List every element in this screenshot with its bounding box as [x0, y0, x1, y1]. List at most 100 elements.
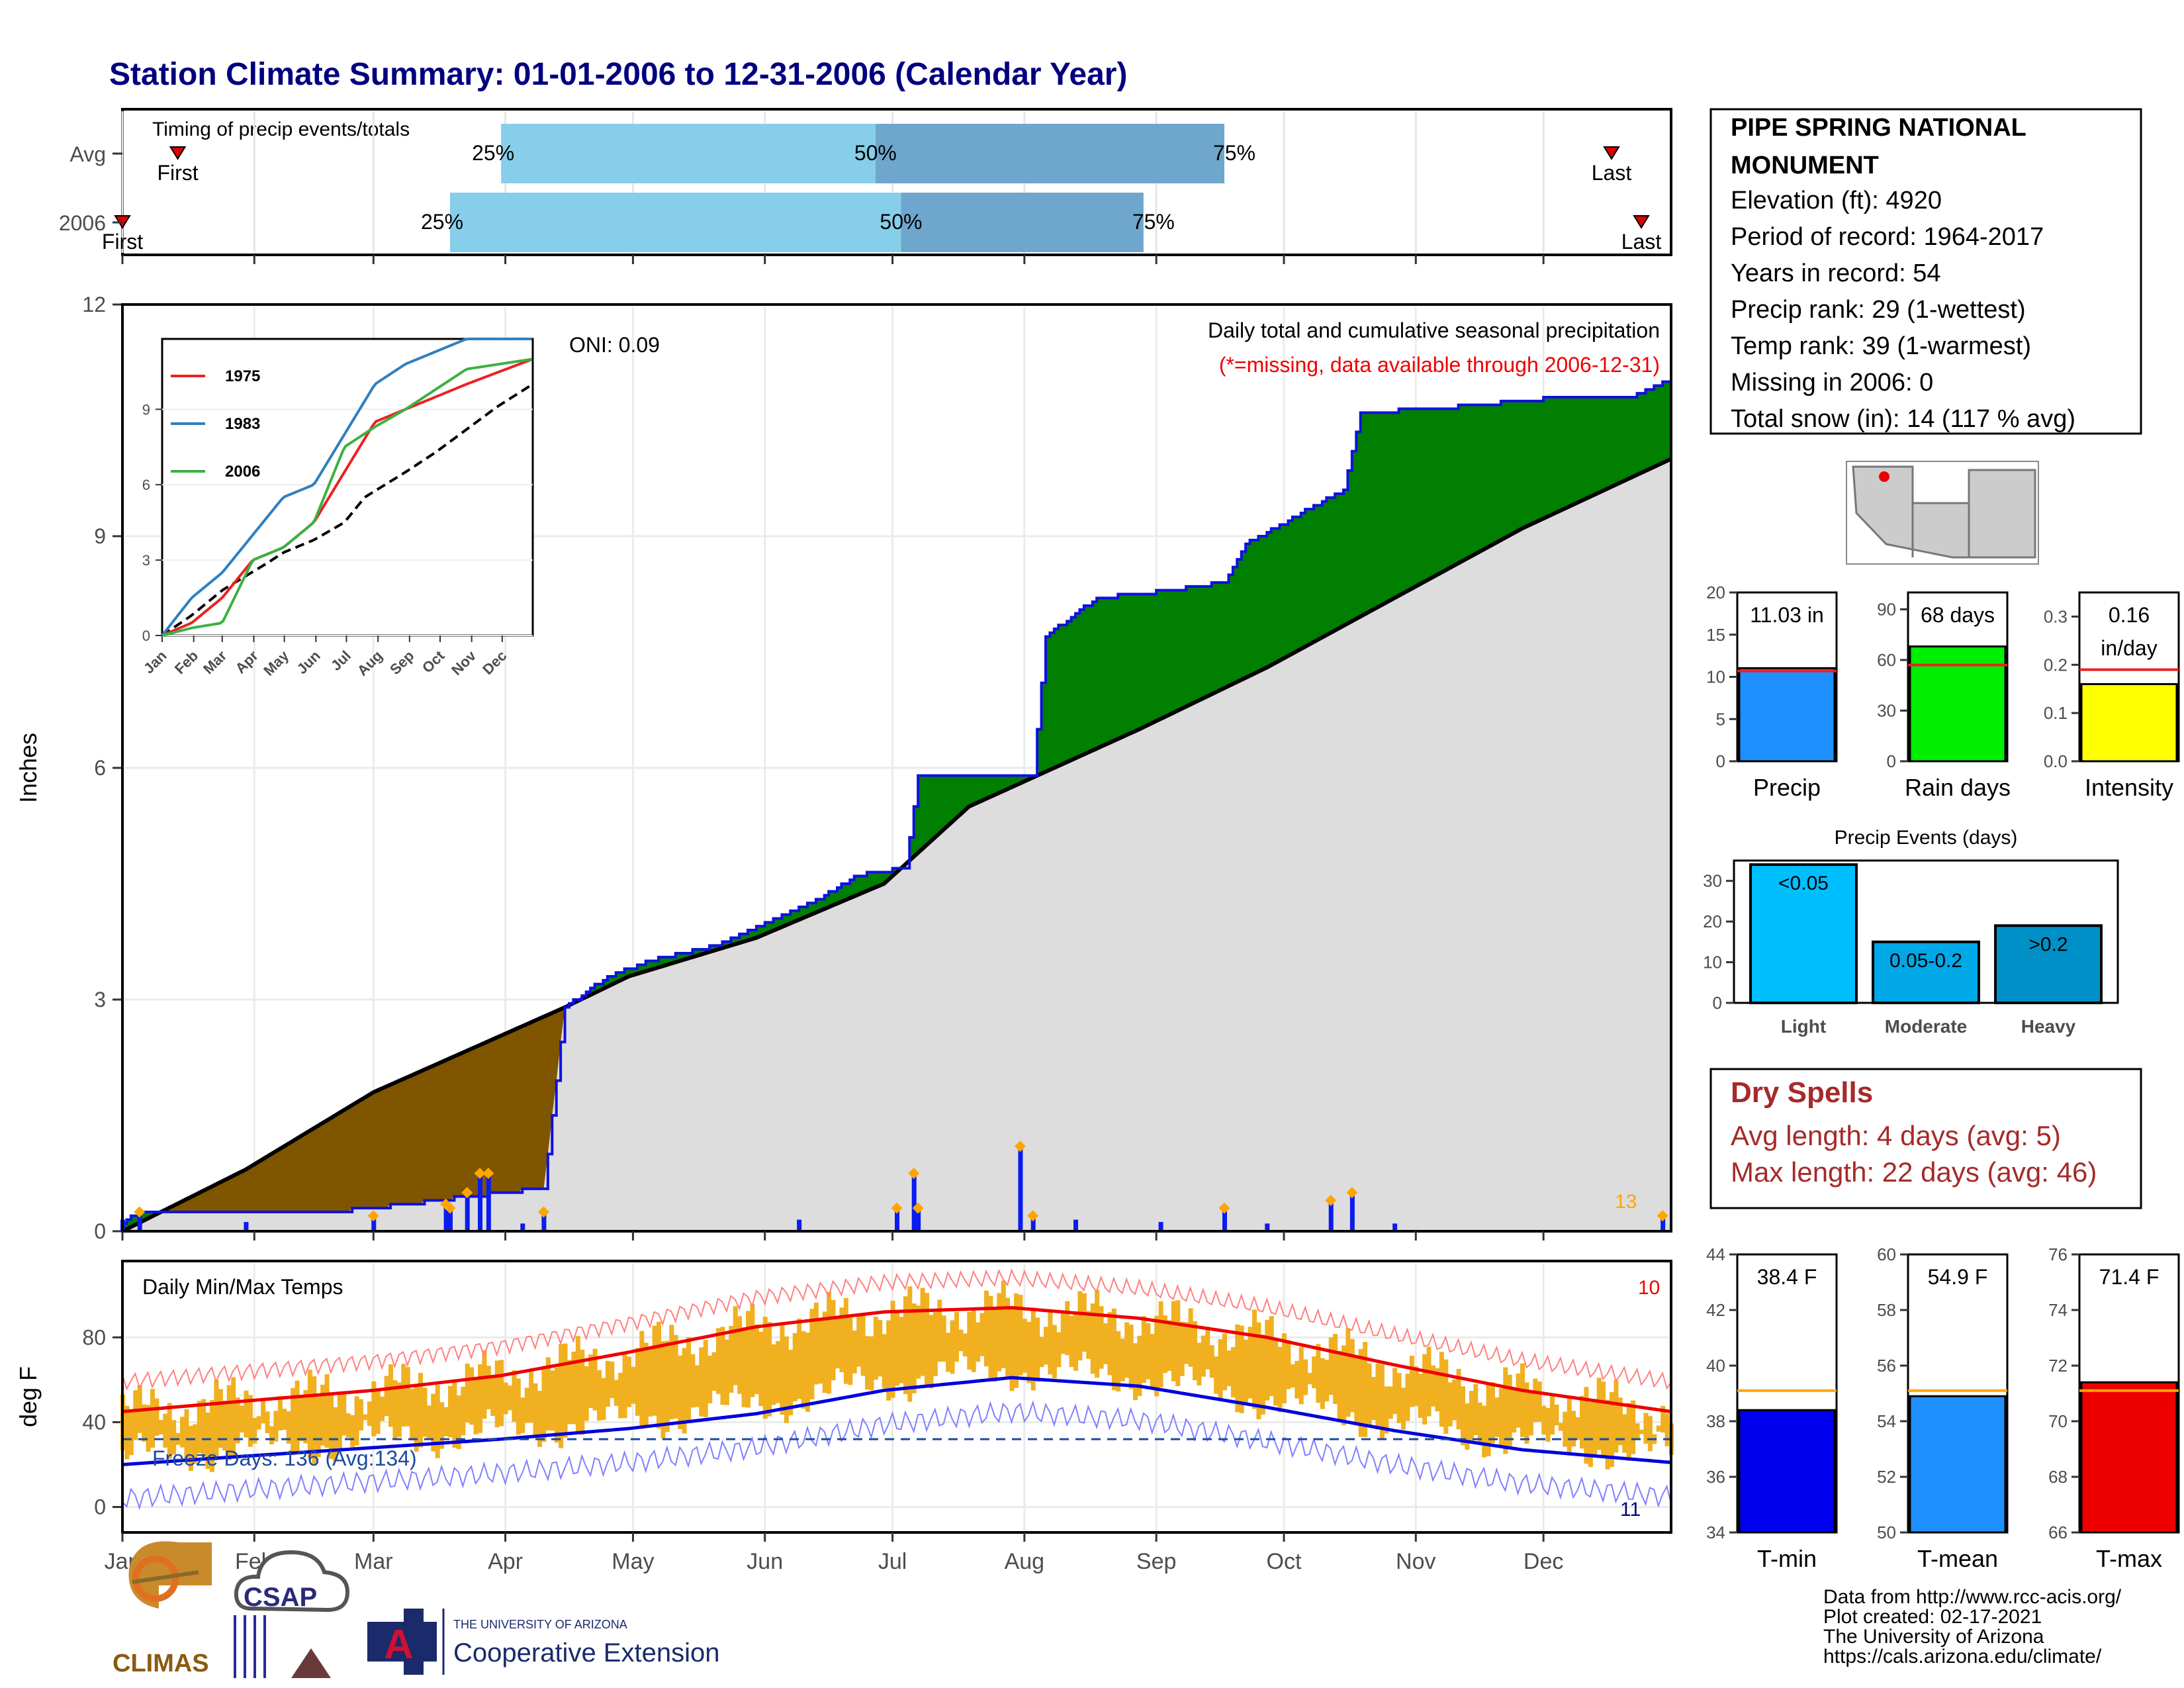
- daily-temp-bar: [1035, 1317, 1040, 1382]
- events-category-label: Heavy: [2021, 1016, 2076, 1037]
- daily-temp-bar: [822, 1311, 827, 1393]
- month-label: Nov: [1396, 1549, 1435, 1574]
- daily-precip-bar: [541, 1211, 547, 1231]
- daily-temp-bar: [1545, 1407, 1551, 1442]
- daily-temp-bar: [869, 1336, 874, 1391]
- daily-temp-bar: [1456, 1368, 1461, 1430]
- daily-temp-bar: [256, 1416, 261, 1430]
- daily-temp-bar: [967, 1311, 972, 1370]
- daily-temp-bar: [958, 1329, 964, 1352]
- daily-temp-bar: [499, 1360, 504, 1427]
- summary-1-label: Rain days: [1905, 774, 2011, 801]
- daily-temp-bar: [478, 1364, 482, 1433]
- daily-temp-bar: [813, 1302, 819, 1385]
- daily-temp-bar: [1124, 1322, 1130, 1378]
- daily-temp-bar: [1154, 1315, 1160, 1397]
- avg-tmin-line: [122, 1376, 1672, 1466]
- daily-temp-bar: [962, 1333, 968, 1357]
- month-label: May: [612, 1549, 654, 1574]
- temp-bar-2-tick-label: 70: [2048, 1411, 2068, 1431]
- daily-temp-bar: [1354, 1358, 1359, 1423]
- precip-ytick-label: 3: [94, 988, 106, 1011]
- precip-ytick-label: 9: [94, 524, 106, 548]
- daily-temp-bar: [1324, 1360, 1330, 1401]
- month-label: Jun: [747, 1549, 783, 1574]
- daily-temp-bar: [911, 1303, 917, 1393]
- daily-temp-bar: [1095, 1289, 1100, 1378]
- daily-temp-bar: [1610, 1392, 1614, 1467]
- daily-temp-bar: [1226, 1350, 1232, 1386]
- ua-big-text: Cooperative Extension: [453, 1638, 719, 1667]
- daily-precip-bar: [478, 1173, 482, 1231]
- ua-logo: A THE UNIVERSITY OF ARIZONA Cooperative …: [367, 1609, 719, 1675]
- csap-logo: CSAP: [234, 1550, 350, 1678]
- daily-temp-bar: [431, 1393, 436, 1452]
- daily-temp-bar: [1439, 1352, 1444, 1427]
- summary-2-value-label2: in/day: [2101, 636, 2157, 660]
- daily-temp-bar: [780, 1325, 785, 1415]
- daily-temp-bar: [550, 1370, 555, 1431]
- daily-temp-bar: [128, 1411, 134, 1456]
- daily-temp-bar: [1273, 1338, 1279, 1406]
- daily-temp-bar: [827, 1291, 832, 1394]
- daily-precip-bar: [1265, 1223, 1270, 1231]
- daily-temp-bar: [1150, 1334, 1155, 1389]
- daily-temp-bar: [946, 1333, 951, 1372]
- daily-temp-bar: [1524, 1382, 1529, 1444]
- inset-series-line: [161, 338, 532, 637]
- daily-temp-bar: [903, 1296, 908, 1395]
- daily-temp-bar: [660, 1341, 666, 1438]
- daily-temp-bar: [1209, 1345, 1214, 1378]
- daily-temp-bar: [1298, 1346, 1304, 1405]
- svg-text:CSAP: CSAP: [244, 1583, 317, 1612]
- temp-ytick-label: 0: [94, 1495, 106, 1519]
- temp-bar-0-tick-label: 38: [1706, 1411, 1725, 1431]
- temp-bar-2-tick-label: 66: [2048, 1523, 2068, 1542]
- daily-temp-bar: [235, 1397, 240, 1444]
- daily-temp-bar: [410, 1388, 415, 1440]
- daily-temp-bar: [1494, 1397, 1500, 1437]
- daily-temp-bar: [180, 1417, 185, 1448]
- daily-temp-bar: [567, 1360, 572, 1425]
- summary-0-tick-label: 15: [1706, 625, 1725, 645]
- daily-temp-bar: [465, 1363, 470, 1423]
- daily-temp-bar: [1286, 1340, 1291, 1389]
- station-info-line: Temp rank: 39 (1-warmest): [1731, 332, 2031, 360]
- daily-precip-bar: [486, 1173, 491, 1231]
- daily-precip-point: [1218, 1202, 1230, 1214]
- month-label: Sep: [1136, 1549, 1177, 1574]
- daily-temp-bar: [1201, 1335, 1206, 1377]
- daily-temp-bar: [776, 1340, 780, 1403]
- station-info-line: Years in record: 54: [1731, 259, 1941, 287]
- daily-temp-bar: [1418, 1374, 1423, 1418]
- daily-temp-bar: [371, 1381, 377, 1436]
- daily-temp-bar: [405, 1367, 410, 1427]
- timing-row-label: 2006: [59, 211, 106, 235]
- daily-temp-bar: [443, 1407, 449, 1436]
- daily-temp-bar: [711, 1352, 717, 1391]
- daily-temp-bar: [345, 1413, 351, 1438]
- daily-precip-bar: [1349, 1192, 1355, 1231]
- month-label: Jul: [878, 1549, 907, 1574]
- month-label: Mar: [354, 1549, 393, 1574]
- month-label: Apr: [488, 1549, 523, 1574]
- timing-q75-label: 75%: [1213, 141, 1255, 165]
- page-title: Station Climate Summary: 01-01-2006 to 1…: [109, 57, 1127, 92]
- daily-temp-bar: [899, 1317, 904, 1383]
- daily-temp-bar: [1158, 1301, 1163, 1388]
- daily-temp-bar: [1248, 1327, 1253, 1399]
- daily-temp-bar: [1635, 1423, 1640, 1439]
- svg-text:CLIMAS: CLIMAS: [113, 1650, 209, 1677]
- daily-temp-bar: [575, 1336, 580, 1434]
- daily-temp-bar: [865, 1336, 870, 1390]
- daily-temp-bar: [1477, 1402, 1482, 1445]
- daily-temp-bar: [784, 1336, 789, 1423]
- daily-temp-bar: [188, 1425, 193, 1471]
- daily-temp-bar: [1379, 1364, 1385, 1439]
- daily-temp-bar: [1469, 1391, 1474, 1441]
- location-map: [1846, 461, 2039, 565]
- daily-temp-bar: [1048, 1312, 1053, 1375]
- daily-temp-bar: [805, 1333, 810, 1412]
- daily-temp-bar: [261, 1401, 266, 1424]
